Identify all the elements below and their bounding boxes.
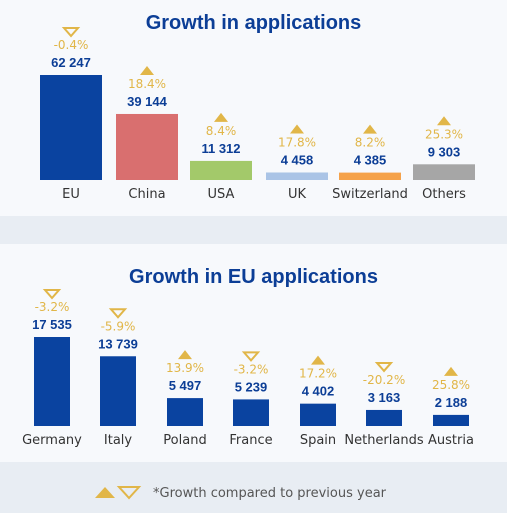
triangle-down-icon — [377, 363, 391, 371]
growth-label-china: 18.4% — [128, 77, 166, 91]
value-label-eu: 62 247 — [51, 55, 91, 70]
value-label-france: 5 239 — [235, 379, 268, 394]
triangle-up-icon — [444, 367, 458, 376]
bar-germany — [34, 337, 70, 426]
category-label-uk: UK — [288, 187, 307, 202]
triangle-down-icon — [45, 290, 59, 298]
bar-france — [233, 399, 269, 426]
growth-label-uk: 17.8% — [278, 135, 316, 149]
growth-label-italy: -5.9% — [101, 319, 136, 333]
value-label-china: 39 144 — [127, 94, 168, 109]
value-label-uk: 4 458 — [281, 152, 314, 167]
triangle-up-icon — [437, 116, 451, 125]
value-label-germany: 17 535 — [32, 317, 72, 332]
category-label-eu: EU — [62, 187, 80, 202]
category-label-netherlands: Netherlands — [344, 433, 423, 448]
eu-applications-bar-chart: 17 535 -3.2% Germany 13 739 -5.9% Italy 5 497 1… — [0, 244, 507, 462]
growth-label-france: -3.2% — [234, 362, 269, 376]
bar-china — [116, 114, 178, 180]
bar-others — [413, 164, 475, 180]
category-label-poland: Poland — [163, 433, 206, 448]
eu-applications-panel: Growth in EU applications 17 535-3.2%Ger… — [0, 244, 507, 462]
triangle-down-icon — [119, 487, 139, 498]
triangle-down-icon — [244, 352, 258, 360]
bar-netherlands — [366, 410, 402, 426]
triangle-up-icon — [214, 113, 228, 122]
bar-usa — [190, 161, 252, 180]
growth-label-spain: 17.2% — [299, 367, 337, 381]
value-label-netherlands: 3 163 — [368, 390, 401, 405]
growth-label-others: 25.3% — [425, 127, 463, 141]
triangle-up-icon — [140, 66, 154, 75]
triangle-up-icon — [95, 487, 115, 498]
bar-spain — [300, 404, 336, 426]
growth-label-switzerland: 8.2% — [355, 136, 386, 150]
category-label-others: Others — [422, 187, 466, 202]
category-label-france: France — [229, 433, 272, 448]
category-label-austria: Austria — [428, 433, 474, 448]
value-label-switzerland: 4 385 — [354, 153, 387, 168]
bar-uk — [266, 172, 328, 180]
category-label-italy: Italy — [104, 433, 133, 448]
triangle-up-icon — [363, 125, 377, 134]
value-label-usa: 11 312 — [201, 141, 240, 156]
value-label-italy: 13 739 — [98, 336, 138, 351]
growth-label-eu: -0.4% — [54, 38, 89, 52]
footnote-icons — [92, 478, 152, 508]
bar-eu — [40, 75, 102, 180]
growth-label-usa: 8.4% — [206, 124, 237, 138]
bar-italy — [100, 356, 136, 426]
value-label-austria: 2 188 — [435, 395, 468, 410]
growth-label-netherlands: -20.2% — [363, 373, 405, 387]
triangle-up-icon — [178, 350, 192, 359]
category-label-switzerland: Switzerland — [332, 187, 408, 202]
triangle-down-icon — [111, 309, 125, 317]
category-label-germany: Germany — [22, 433, 82, 448]
triangle-up-icon — [311, 356, 325, 365]
growth-label-germany: -3.2% — [35, 300, 70, 314]
category-label-usa: USA — [208, 187, 235, 202]
bar-poland — [167, 398, 203, 426]
value-label-poland: 5 497 — [169, 378, 202, 393]
applications-bar-chart: 62 247 -0.4% EU 39 144 18.4% China 11 312 8.4% U… — [0, 0, 507, 216]
footnote: *Growth compared to previous year — [0, 478, 507, 508]
footnote-text: *Growth compared to previous year — [153, 486, 386, 501]
triangle-up-icon — [290, 124, 304, 133]
category-label-china: China — [128, 187, 165, 202]
value-label-spain: 4 402 — [302, 384, 335, 399]
category-label-spain: Spain — [300, 433, 336, 448]
value-label-others: 9 303 — [428, 144, 461, 159]
bar-austria — [433, 415, 469, 426]
growth-label-austria: 25.8% — [432, 378, 470, 392]
triangle-down-icon — [64, 28, 78, 36]
applications-panel: Growth in applications 62 247-0.4%EU39 1… — [0, 0, 507, 216]
bar-switzerland — [339, 173, 401, 180]
growth-label-poland: 13.9% — [166, 361, 204, 375]
